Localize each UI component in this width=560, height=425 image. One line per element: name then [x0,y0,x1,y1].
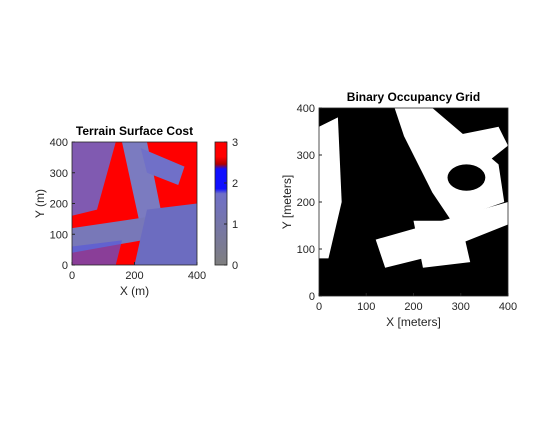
colorbar [214,141,228,266]
y-tick-label: 100 [50,229,68,241]
terrain-patch [140,148,185,186]
y-tick-label: 300 [50,168,68,180]
free-area [394,108,505,221]
x-tick-label: 100 [357,301,375,313]
x-tick-label: 0 [69,270,75,282]
terrain-patch [72,240,122,265]
free-area [413,220,471,268]
colorbar-tick-label: 2 [232,178,238,190]
x-tick-label: 200 [125,270,143,282]
chart-title: Binary Occupancy Grid [347,90,480,104]
x-tick-label: 400 [499,301,517,313]
free-area [451,126,508,161]
x-axis-label: X (m) [120,284,149,298]
y-tick-label: 400 [297,103,315,115]
axes: 0 200 400 0 100 200 300 400 Terrain Surface Cost… [33,124,238,298]
terrain-patch [72,142,116,216]
y-tick-label: 300 [297,150,315,162]
colorbar-tick-label: 1 [232,219,238,231]
x-tick-label: 200 [404,301,422,313]
y-tick-label: 200 [50,199,68,211]
y-tick-label: 200 [297,197,315,209]
chart-title: Terrain Surface Cost [76,124,193,138]
x-tick-label: 300 [452,301,470,313]
x-tick-label: 0 [316,301,322,313]
free-area [319,117,342,259]
y-axis-label: Y (m) [33,189,47,218]
colorbar-tick-label: 0 [232,260,238,272]
x-tick-label: 400 [188,270,206,282]
y-tick-label: 0 [309,291,315,303]
y-tick-label: 0 [62,260,68,272]
y-tick-label: 100 [297,244,315,256]
obstacle [447,164,486,191]
terrain-patch [134,203,197,265]
y-axis-label: Y [meters] [280,175,294,229]
colorbar-tick-label: 3 [232,137,238,149]
x-axis-label: X [meters] [386,315,441,329]
axes: 0 100 200 300 400 0 100 200 300 400 Binary Occupan… [280,90,517,329]
y-tick-label: 400 [50,137,68,149]
terrain-patch [122,142,162,229]
